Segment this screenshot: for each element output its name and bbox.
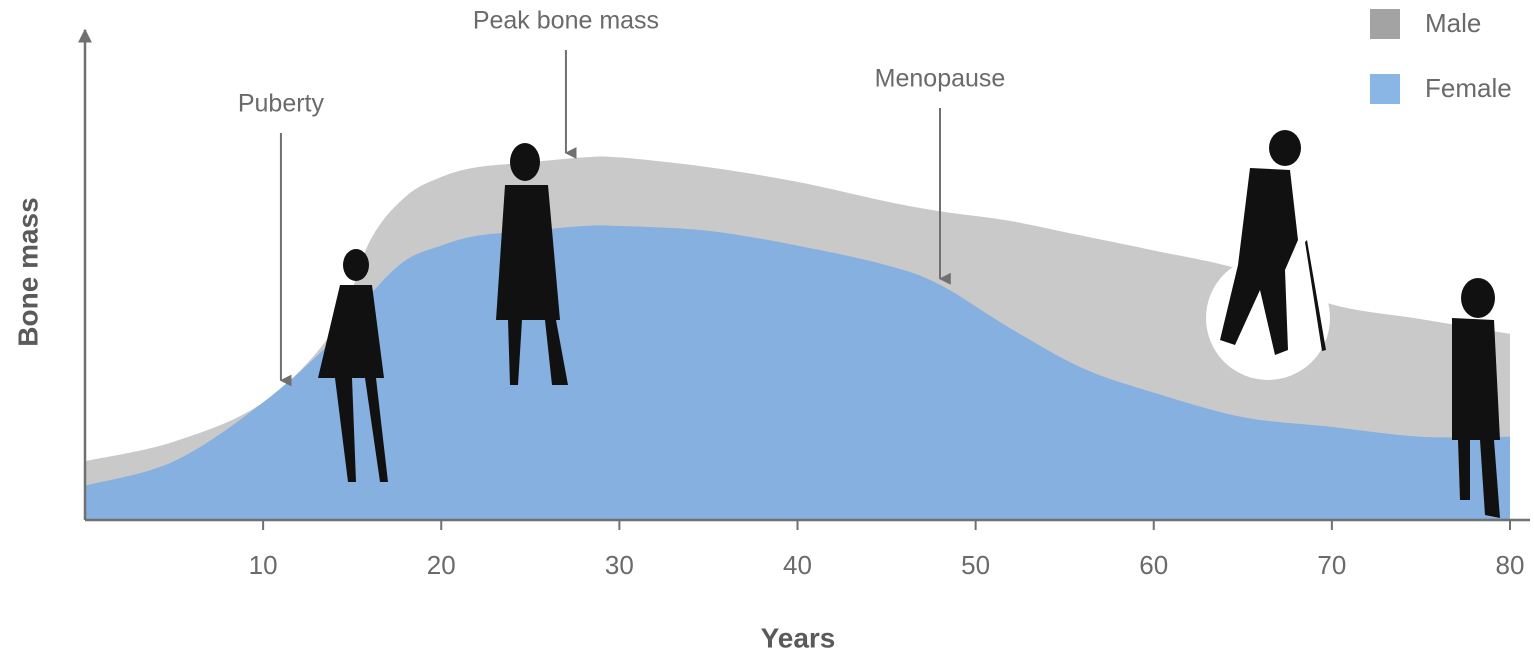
legend-label: Male [1425, 8, 1481, 38]
annotation-label: Puberty [238, 90, 325, 118]
woman [496, 143, 568, 385]
x-tick-label: 70 [1317, 550, 1346, 580]
legend-label: Female [1425, 73, 1512, 103]
x-tick-label: 40 [783, 550, 812, 580]
silhouettes [318, 130, 1500, 518]
y-axis-title: Bone mass [12, 197, 43, 346]
annotation-label: Menopause [875, 65, 1006, 93]
legend-swatch [1370, 74, 1400, 104]
x-tick-label: 20 [427, 550, 456, 580]
annotation-label: Peak bone mass [473, 7, 659, 35]
x-axis-title: Years [761, 622, 836, 653]
x-tick-label: 30 [605, 550, 634, 580]
areas [85, 156, 1510, 521]
area [85, 225, 1510, 520]
x-tick-label: 10 [249, 550, 278, 580]
old-woman [1452, 278, 1500, 518]
x-tick-label: 80 [1496, 550, 1525, 580]
girl [318, 249, 388, 482]
x-tick-label: 60 [1139, 550, 1168, 580]
x-tick-label: 50 [961, 550, 990, 580]
old-man [1220, 130, 1326, 355]
legend-swatch [1370, 9, 1400, 39]
